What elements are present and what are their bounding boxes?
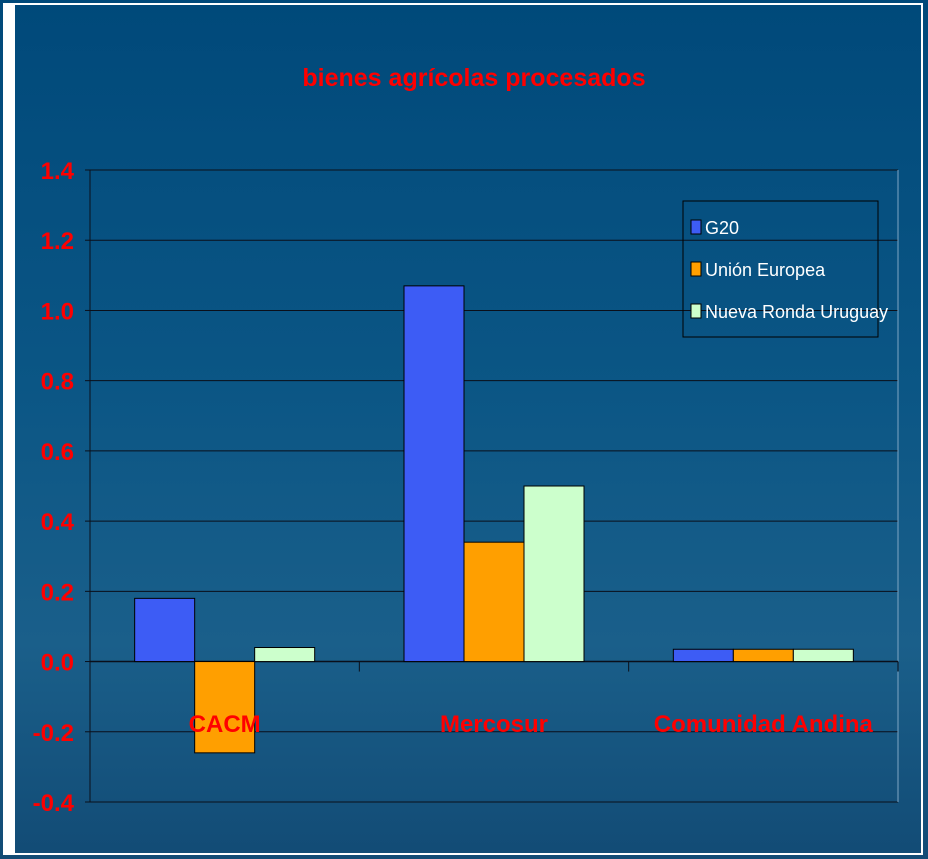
y-tick-label: 0.0 [41,650,74,677]
bar-unión-europea [732,648,794,663]
category-labels: CACM Mercosur Comunidad Andina [189,711,874,738]
category-label: CACM [189,711,261,738]
y-tick-label: 0.6 [41,439,74,466]
y-tick-label: 1.0 [41,298,74,325]
legend-swatch [690,261,702,277]
chart-title: bienes agrícolas procesados [302,64,645,92]
y-tick-label: -0.4 [33,790,75,817]
slide-left-border [3,3,15,855]
bar-nueva-ronda-uruguay [792,648,854,663]
legend-label: Nueva Ronda Uruguay [705,302,888,322]
legend-swatch [690,219,702,235]
y-tick-label: 1.2 [41,228,74,255]
y-tick-label: 1.4 [41,158,75,185]
bar-nueva-ronda-uruguay [254,647,316,663]
bars [134,285,854,754]
y-tick-label: 0.4 [41,509,75,536]
legend: G20 Unión Europea Nueva Ronda Uruguay [682,200,888,338]
y-tick-label: 0.8 [41,369,74,396]
bar-g20 [403,285,465,663]
legend-label: Unión Europea [705,260,826,280]
legend-box [682,200,879,338]
y-tick-label: 0.2 [41,579,74,606]
bar-unión-europea [463,541,525,663]
slide-frame [3,3,923,855]
y-tick-labels: -0.4 -0.2 0.0 0.2 0.4 0.6 0.8 1.0 1.2 1.4 [33,158,75,817]
category-label: Mercosur [440,711,548,738]
category-label: Comunidad Andina [654,711,874,738]
legend-swatch [690,303,702,319]
bar-g20 [134,597,196,663]
bar-nueva-ronda-uruguay [523,485,585,663]
legend-label: G20 [705,218,739,238]
bar-unión-europea [194,661,256,754]
y-tick-label: -0.2 [33,720,74,747]
bar-g20 [672,648,734,663]
